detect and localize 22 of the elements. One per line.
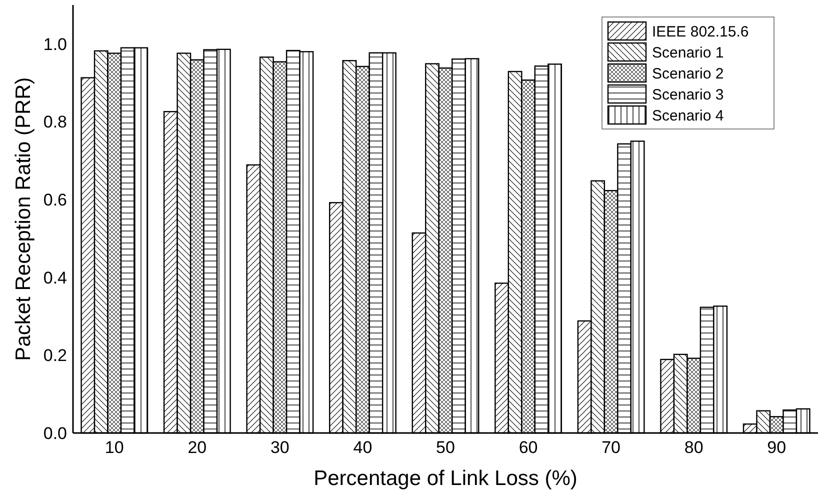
x-tick-label: 90 (767, 438, 786, 457)
x-tick-label: 50 (436, 438, 455, 457)
x-tick-label: 80 (684, 438, 704, 457)
legend-label: IEEE 802.15.6 (652, 23, 749, 40)
x-tick-label: 10 (104, 438, 124, 457)
x-tick-label: 30 (270, 438, 290, 457)
x-tick-label: 40 (353, 438, 372, 457)
y-tick-label: 0.2 (43, 346, 67, 366)
x-tick-label: 70 (602, 438, 621, 457)
x-axis-title: Percentage of Link Loss (%) (314, 467, 578, 490)
y-tick-label: 0.6 (43, 190, 67, 210)
legend-label: Scenario 3 (652, 86, 724, 104)
x-tick-label: 20 (188, 438, 207, 457)
y-tick-label: 1.0 (43, 34, 67, 54)
y-tick-label: 0.0 (43, 424, 67, 443)
legend-label: Scenario 4 (652, 107, 724, 124)
y-tick-label: 0.8 (43, 112, 67, 132)
y-tick-label: 0.4 (43, 268, 67, 288)
legend-label: Scenario 2 (652, 65, 724, 82)
y-axis-title: Packet Reception Ratio (PRR) (12, 77, 35, 361)
legend-label: Scenario 1 (652, 44, 724, 62)
x-tick-label: 60 (518, 438, 538, 457)
